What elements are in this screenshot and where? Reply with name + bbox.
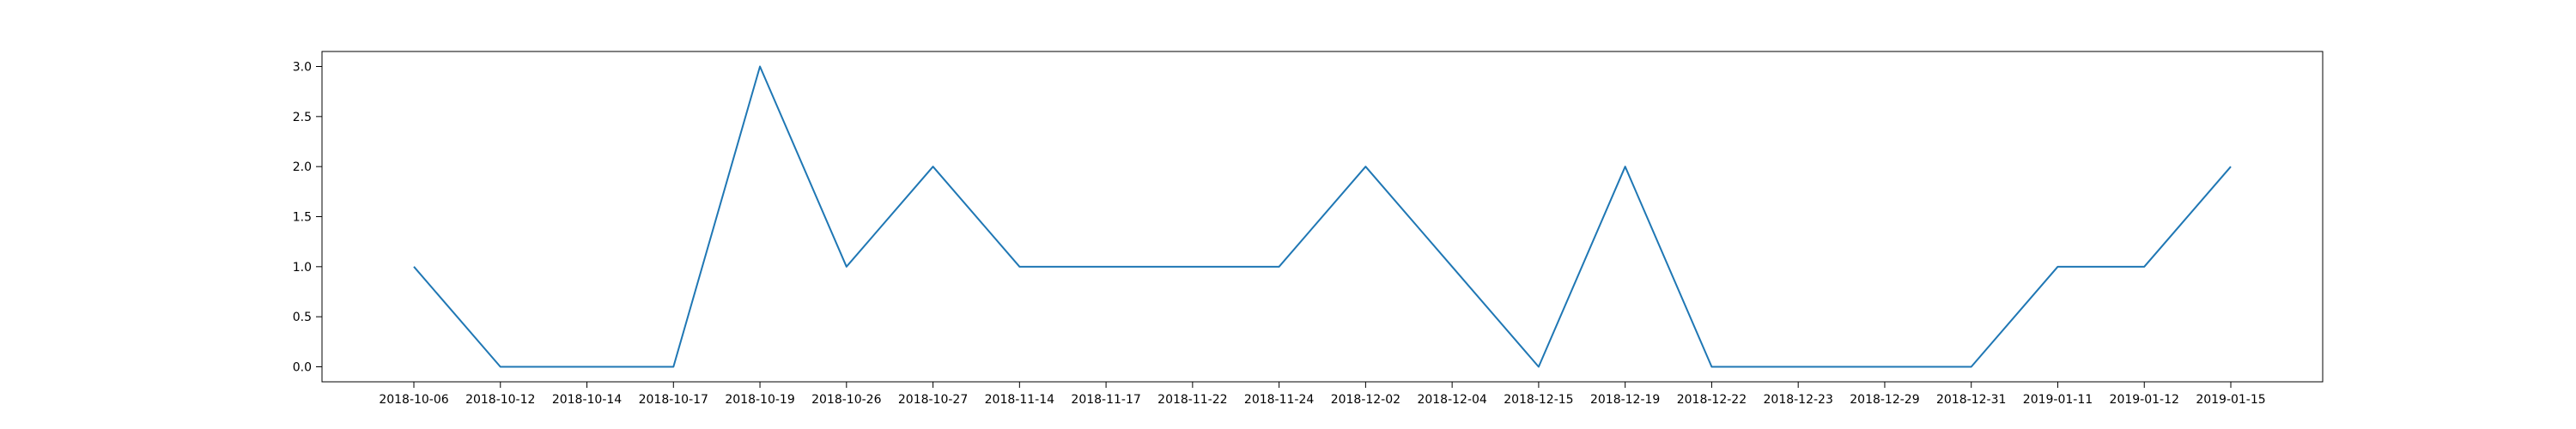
x-tick-label: 2019-01-12: [2110, 393, 2179, 407]
x-tick-label: 2019-01-15: [2196, 393, 2265, 407]
x-tick-label: 2018-12-29: [1850, 393, 1919, 407]
x-tick-label: 2018-10-17: [639, 393, 708, 407]
x-tick-label: 2018-12-19: [1590, 393, 1660, 407]
x-tick-label: 2018-11-14: [985, 393, 1054, 407]
y-tick-label: 2.5: [293, 111, 312, 124]
x-tick-label: 2018-12-04: [1417, 393, 1486, 407]
x-tick-label: 2018-10-27: [898, 393, 968, 407]
x-axis: 2018-10-06 2018-10-12 2018-10-14 2018-10-17…: [379, 382, 2266, 407]
x-tick-label: 2018-10-26: [811, 393, 881, 407]
x-tick-label: 2018-12-15: [1504, 393, 1573, 407]
y-tick-label: 1.0: [293, 261, 312, 275]
x-tick-label: 2018-10-19: [725, 393, 794, 407]
axes-frame: [321, 51, 2324, 383]
x-tick-label: 2018-11-17: [1071, 393, 1140, 407]
x-tick-label: 2018-12-23: [1764, 393, 1833, 407]
series-line: [413, 65, 2232, 368]
x-tick-label: 2018-10-12: [465, 393, 535, 407]
x-tick-label: 2018-11-22: [1157, 393, 1227, 407]
x-tick-label: 2018-12-02: [1331, 393, 1400, 407]
y-tick-label: 0.0: [293, 361, 312, 375]
y-tick-label: 0.5: [293, 311, 312, 324]
series-layer: [413, 65, 2232, 368]
y-tick-label: 1.5: [293, 211, 312, 225]
x-tick-label: 2018-11-24: [1244, 393, 1314, 407]
x-tick-label: 2018-12-31: [1936, 393, 2006, 407]
x-tick-label: 2019-01-11: [2023, 393, 2093, 407]
y-tick-label: 2.0: [293, 160, 312, 174]
y-axis: 0.0 0.5 1.0 1.5 2.0 2.5 3.0: [293, 61, 322, 375]
x-tick-label: 2018-12-22: [1677, 393, 1747, 407]
x-tick-label: 2018-10-14: [552, 393, 622, 407]
y-tick-label: 3.0: [293, 61, 312, 75]
x-tick-label: 2018-10-06: [379, 393, 448, 407]
